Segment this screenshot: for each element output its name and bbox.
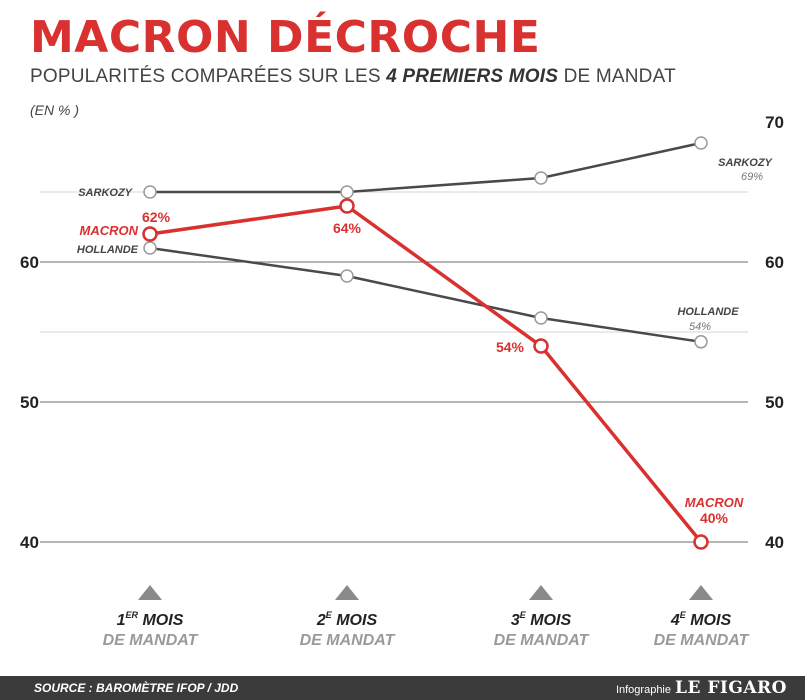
point-sarkozy-3 [534,171,548,185]
data-label-macron-4: 40% [700,510,729,526]
x-tick-label-1: 1ER MOIS [117,610,184,629]
x-tick-label-2: 2E MOIS [316,610,378,629]
y-tick-right-50: 50 [765,393,784,412]
point-hollande-4 [694,335,708,349]
series-line-sarkozy [150,141,702,194]
x-tick-sublabel-3: DE MANDAT [494,632,590,649]
le-figaro-logo: LE FIGARO [675,678,787,698]
x-tick-sublabel-4: DE MANDAT [654,632,750,649]
data-label-hollande-end: 54% [689,321,711,333]
month-marker-4-icon [689,585,713,600]
data-label-sarkozy-end: 69% [741,171,763,183]
data-label-macron-2: 64% [333,220,362,236]
point-hollande-1 [143,241,157,255]
point-macron-2 [339,198,355,214]
month-marker-3-icon [529,585,553,600]
y-tick-right-60: 60 [765,253,784,272]
x-tick-sublabel-2: DE MANDAT [300,632,396,649]
x-tick-label-4: 4E MOIS [670,610,732,629]
series-line-hollande [149,246,702,344]
point-macron-1 [142,226,158,242]
y-tick-left-50: 50 [20,393,39,412]
y-tick-right-40: 40 [765,533,784,552]
label-sarkozy-end: SARKOZY [718,157,773,169]
credit-prefix: Infographie [615,684,671,696]
point-sarkozy-1 [143,185,157,199]
label-hollande-end: HOLLANDE [677,306,739,318]
point-macron-3 [533,338,549,354]
label-sarkozy-start: SARKOZY [78,187,133,199]
unit-label: (EN % ) [30,102,79,118]
y-tick-left-60: 60 [20,253,39,272]
point-sarkozy-4 [694,136,708,150]
data-label-macron-3: 54% [496,339,525,355]
chart-subtitle: POPULARITÉS COMPARÉES SUR LES 4 PREMIERS… [30,66,676,87]
label-macron-end: MACRON [685,495,744,510]
point-hollande-2 [340,269,354,283]
label-hollande-start: HOLLANDE [77,244,139,256]
footer-bar: SOURCE : BAROMÈTRE IFOP / JDD Infographi… [0,676,805,700]
month-marker-2-icon [335,585,359,600]
source-note: SOURCE : BAROMÈTRE IFOP / JDD [34,681,239,695]
point-macron-4 [693,534,709,550]
label-macron-start: MACRON [80,223,139,238]
y-tick-left-40: 40 [20,533,39,552]
y-tick-right-70: 70 [765,113,784,132]
month-marker-1-icon [138,585,162,600]
point-sarkozy-2 [340,185,354,199]
line-chart: 40 50 60 40 50 60 70 SARKOZY MACRON HOLLANDE 62% 64… [20,113,784,649]
data-label-macron-1: 62% [142,209,171,225]
chart-title: MACRON DÉCROCHE [30,12,541,63]
point-hollande-3 [534,311,548,325]
x-tick-label-3: 3E MOIS [511,610,572,629]
series-line-macron [149,204,703,544]
credit: Infographie LE FIGARO [616,678,787,698]
x-tick-sublabel-1: DE MANDAT [103,632,199,649]
